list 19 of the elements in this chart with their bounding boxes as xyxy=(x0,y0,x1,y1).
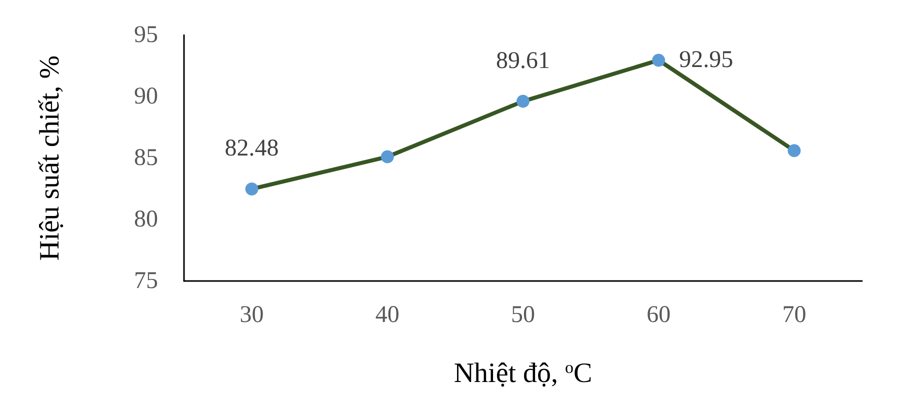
point xyxy=(380,150,394,164)
x-tick-label: 60 xyxy=(646,302,671,328)
data-label: 82.48 xyxy=(224,135,279,162)
data-label: 92.95 xyxy=(679,47,734,74)
x-tick-label: 40 xyxy=(375,302,400,328)
y-tick-label: 95 xyxy=(134,22,158,48)
point xyxy=(652,54,666,67)
data-label: 89.61 xyxy=(496,48,550,74)
y-tick-label: 80 xyxy=(134,206,158,232)
y-tick-label: 75 xyxy=(134,268,158,294)
y-tick-label: 90 xyxy=(134,84,158,110)
point xyxy=(245,182,258,196)
x-tick-label: 50 xyxy=(511,302,535,328)
point xyxy=(788,144,801,158)
point xyxy=(516,94,530,108)
x-tick-label: 70 xyxy=(782,302,806,328)
x-tick-label: 30 xyxy=(240,302,264,328)
y-axis-title: Hiệu suất chiết, % xyxy=(34,55,66,261)
y-tick-label: 85 xyxy=(134,145,158,171)
